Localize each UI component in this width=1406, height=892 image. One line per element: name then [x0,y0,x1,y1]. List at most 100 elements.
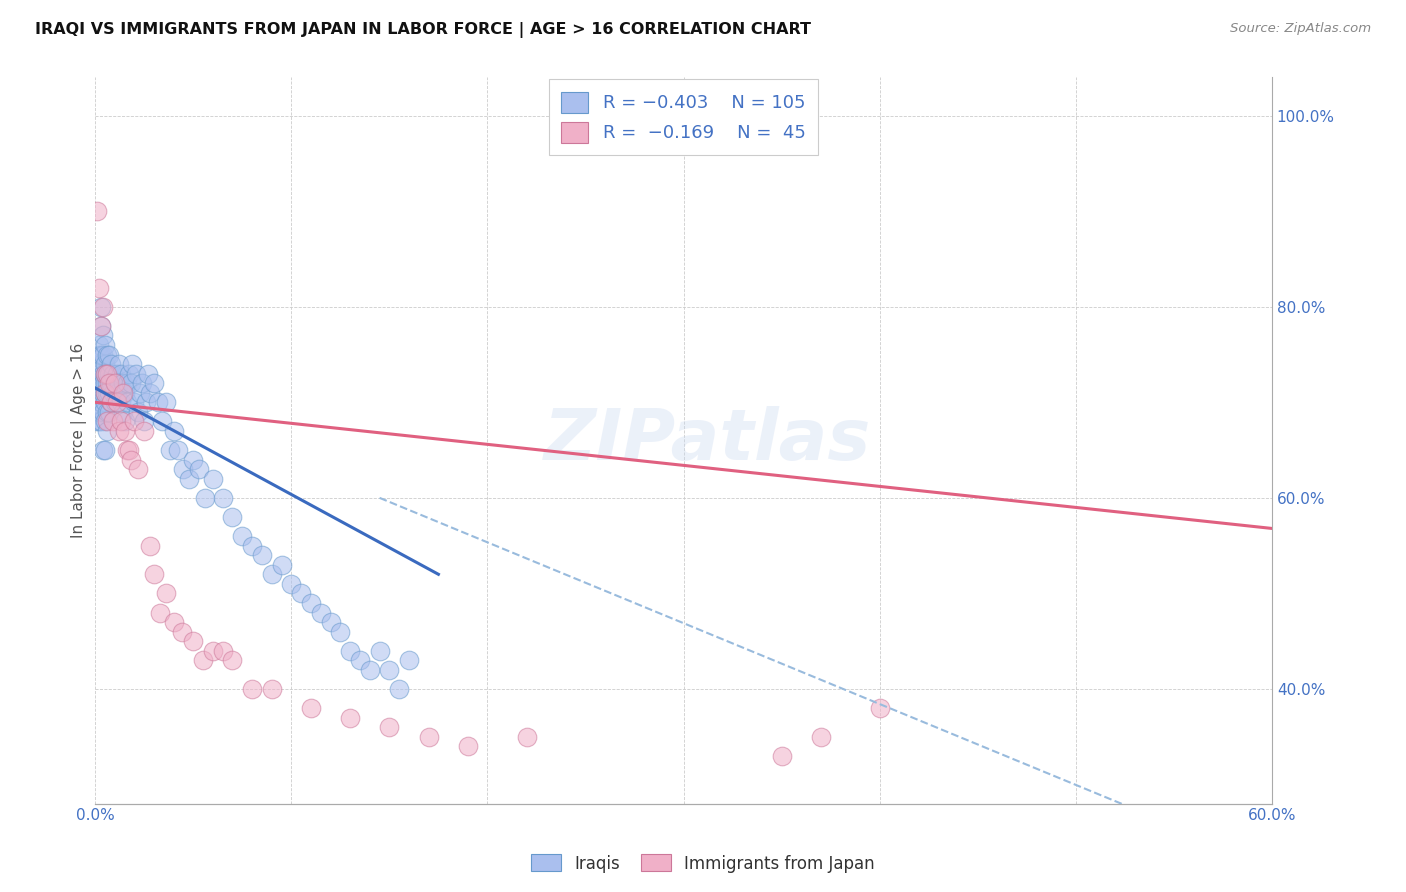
Point [299,596,322,610]
Point [105,395,128,409]
Point [91,328,114,343]
Point [134,414,156,428]
Point [270,558,292,572]
Point [127,462,149,476]
Point [231,529,253,543]
Point [111,405,134,419]
Point [240,539,263,553]
Point [139,539,162,553]
Point [86,204,108,219]
Point [117,443,139,458]
Point [94,367,117,381]
Point [101,367,124,381]
Point [91,376,114,391]
Point [869,701,891,715]
Point [86,376,108,391]
Point [94,395,117,409]
Point [90,347,112,361]
Point [124,414,146,428]
Point [107,376,129,391]
Point [163,615,186,629]
Point [398,653,420,667]
Point [94,357,117,371]
Point [139,385,162,400]
Point [418,730,440,744]
Point [136,367,159,381]
Point [309,606,332,620]
Point [170,624,193,639]
Text: ZIPatlas: ZIPatlas [543,406,870,475]
Point [91,347,114,361]
Point [125,367,148,381]
Point [457,739,479,754]
Text: Source: ZipAtlas.com: Source: ZipAtlas.com [1230,22,1371,36]
Point [89,405,111,419]
Point [110,367,132,381]
Point [97,376,120,391]
Point [131,376,153,391]
Point [97,347,120,361]
Point [104,376,127,391]
Point [150,414,173,428]
Point [107,357,129,371]
Point [90,414,112,428]
Point [349,653,371,667]
Point [260,567,283,582]
Point [221,653,243,667]
Point [101,414,124,428]
Point [91,385,114,400]
Point [378,663,401,677]
Point [143,376,166,391]
Point [91,367,114,381]
Point [90,357,112,371]
Point [388,681,411,696]
Point [124,395,146,409]
Point [339,711,361,725]
Point [94,414,117,428]
Point [181,452,204,467]
Point [110,395,132,409]
Point [110,414,132,428]
Point [90,318,112,333]
Point [211,644,233,658]
Point [111,385,134,400]
Point [89,280,111,294]
Point [104,376,127,391]
Point [329,624,352,639]
Point [89,338,111,352]
Point [135,395,157,409]
Point [120,376,142,391]
Point [89,414,111,428]
Point [100,395,122,409]
Point [143,567,166,582]
Point [114,424,136,438]
Point [86,357,108,371]
Point [280,577,302,591]
Point [86,414,108,428]
Point [89,367,111,381]
Point [121,357,143,371]
Point [516,730,538,744]
Point [221,510,243,524]
Point [179,472,201,486]
Point [104,395,127,409]
Point [181,634,204,648]
Point [91,443,114,458]
Point [111,376,134,391]
Point [149,606,172,620]
Point [114,385,136,400]
Point [134,424,156,438]
Point [191,653,214,667]
Point [115,376,138,391]
Point [188,462,211,476]
Point [770,748,793,763]
Point [94,367,117,381]
Point [172,462,194,476]
Point [120,452,142,467]
Point [155,586,177,600]
Point [115,443,138,458]
Point [339,644,361,658]
Point [90,376,112,391]
Point [299,701,322,715]
Point [290,586,312,600]
